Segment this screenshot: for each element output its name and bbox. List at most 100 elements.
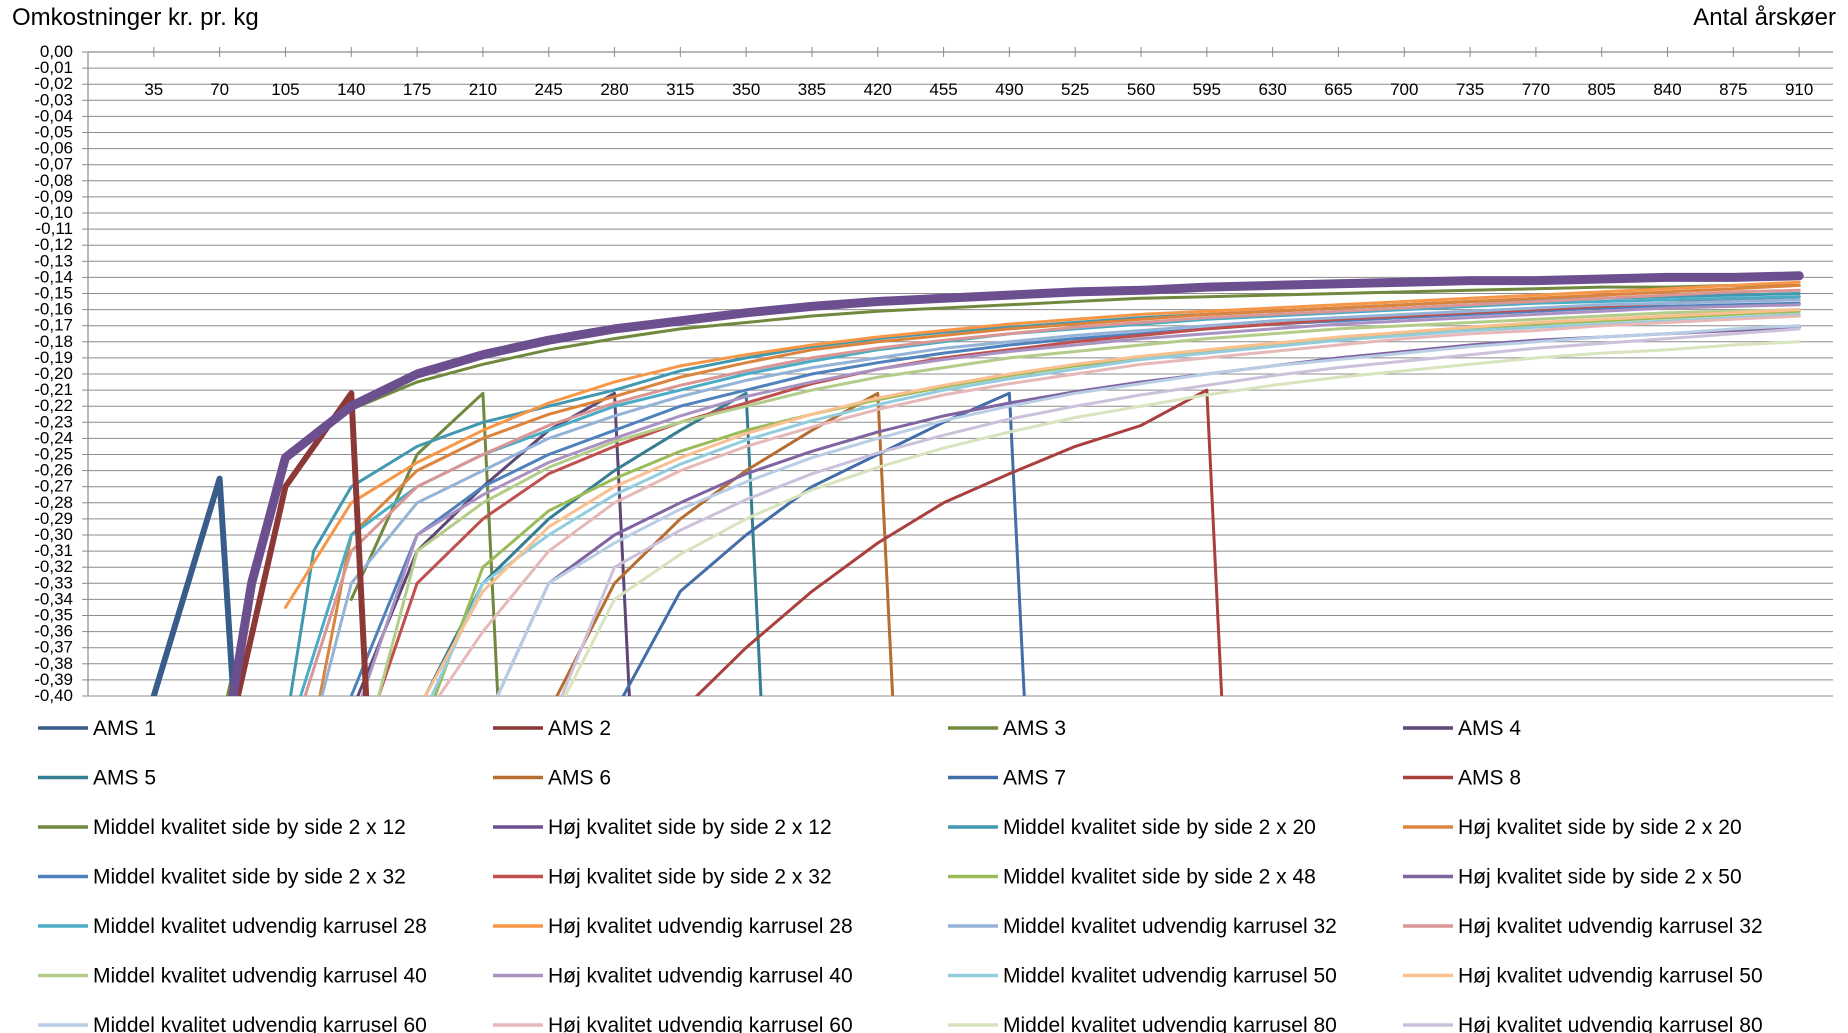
series-line [563,340,1801,696]
y-tick-label: -0,14 [34,267,73,286]
legend-label: Høj kvalitet side by side 2 x 12 [548,816,832,839]
series-line [360,303,1801,696]
y-tick-label: -0,39 [34,670,73,689]
x-tick-label: 595 [1193,80,1221,99]
series-line [437,314,1801,696]
legend-label: Middel kvalitet udvendig karrusel 50 [1003,965,1337,988]
y-tick-label: -0,09 [34,187,73,206]
gridlines [88,51,1833,697]
series-line [433,309,1801,696]
y-tick-label: -0,27 [34,477,73,496]
y-axis-title: Omkostninger kr. pr. kg [12,4,259,31]
series-line [318,283,1801,696]
y-tick-label: -0,37 [34,638,73,657]
series-line [320,298,1801,696]
y-tick-label: -0,29 [34,509,73,528]
y-tick-label: -0,19 [34,348,73,367]
x-tick-label: 875 [1719,80,1747,99]
y-tick-label: -0,40 [34,686,73,705]
y-tick-label: -0,38 [34,654,73,673]
y-tick-label: -0,05 [34,123,73,142]
y-tick-label: -0,35 [34,606,73,625]
series-line [377,308,1801,696]
legend-label: Middel kvalitet side by side 2 x 12 [93,816,406,839]
legend-label: Høj kvalitet side by side 2 x 20 [1458,816,1742,839]
series-line [694,388,1224,696]
series-line [356,391,631,696]
y-tick-label: -0,07 [34,155,73,174]
legend-label: AMS 7 [1003,767,1066,790]
x-tick-label: 490 [995,80,1023,99]
legend-label: Høj kvalitet udvendig karrusel 32 [1458,915,1763,938]
series-line [299,295,1801,696]
series-line [495,325,1801,696]
legend-label: AMS 8 [1458,767,1521,790]
series-line [555,391,895,696]
y-tick-label: -0,06 [34,139,73,158]
y-tick-label: -0,25 [34,445,73,464]
y-tick-label: -0,33 [34,573,73,592]
x-tick-label: 280 [600,80,628,99]
y-tick-label: -0,28 [34,493,73,512]
x-tick-label: 560 [1127,80,1155,99]
y-tick-label: -0,24 [34,428,73,447]
y-tick-label: -0,20 [34,364,73,383]
y-tick-label: -0,21 [34,380,73,399]
legend-label: AMS 2 [548,717,611,740]
legend-label: Middel kvalitet udvendig karrusel 40 [93,965,427,988]
y-tick-label: -0,13 [34,251,73,270]
y-tick-label: -0,16 [34,300,73,319]
y-tick-label: -0,18 [34,332,73,351]
legend-label: Høj kvalitet udvendig karrusel 80 [1458,1014,1763,1033]
x-tick-label: 210 [469,80,497,99]
legend-label: Middel kvalitet udvendig karrusel 60 [93,1014,427,1033]
legend-label: Middel kvalitet side by side 2 x 20 [1003,816,1316,839]
series-line [377,295,1801,696]
legend-label: Høj kvalitet udvendig karrusel 28 [548,915,853,938]
series-line [495,324,1801,696]
x-tick-label: 735 [1456,80,1484,99]
x-axis-title: Antal årskøer [1693,4,1836,31]
x-tick-label: 805 [1588,80,1616,99]
y-tick-label: -0,08 [34,171,73,190]
legend-label: Middel kvalitet side by side 2 x 48 [1003,866,1316,889]
series-line [228,271,1804,696]
y-tick-label: -0,15 [34,284,73,303]
series-line [225,283,1801,696]
x-tick-label: 840 [1653,80,1681,99]
x-tick-label: 140 [337,80,365,99]
series-line [349,391,500,696]
series-line [621,391,1026,696]
y-tick-label: 0,00 [40,42,73,61]
series-line [349,301,1801,696]
x-tick-label: 105 [271,80,299,99]
y-tick-label: -0,30 [34,525,73,544]
x-tick-label: 350 [732,80,760,99]
y-tick-label: -0,17 [34,316,73,335]
series-line [430,312,1801,696]
legend-label: Middel kvalitet udvendig karrusel 80 [1003,1014,1337,1033]
y-tick-label: -0,23 [34,412,73,431]
x-tick-label: 455 [929,80,957,99]
legend-label: AMS 5 [93,767,156,790]
series-line [303,288,1801,696]
legend: AMS 1 AMS 2 AMS 3 AMS 4 AMS 5 AMS 6 AMS 7 AMS 8… [38,717,1763,1033]
series-lines [150,271,1804,696]
y-tick-label: -0,32 [34,557,73,576]
x-tick-label: 910 [1785,80,1813,99]
y-tick-label: -0,11 [36,219,74,238]
x-tick-label: 315 [666,80,694,99]
legend-label: Høj kvalitet side by side 2 x 32 [548,866,832,889]
y-tick-label: -0,31 [34,541,73,560]
x-tick-label: 35 [144,80,163,99]
x-tick-label: 700 [1390,80,1418,99]
legend-label: AMS 3 [1003,717,1066,740]
series-line [234,390,370,696]
legend-label: Middel kvalitet side by side 2 x 32 [93,866,406,889]
legend-label: Høj kvalitet udvendig karrusel 50 [1458,965,1763,988]
y-tick-label: -0,36 [34,622,73,641]
legend-label: AMS 4 [1458,717,1521,740]
axes: 0,00-0,01-0,02-0,03-0,04-0,05-0,06-0,07-… [34,42,1833,705]
legend-label: AMS 6 [548,767,611,790]
